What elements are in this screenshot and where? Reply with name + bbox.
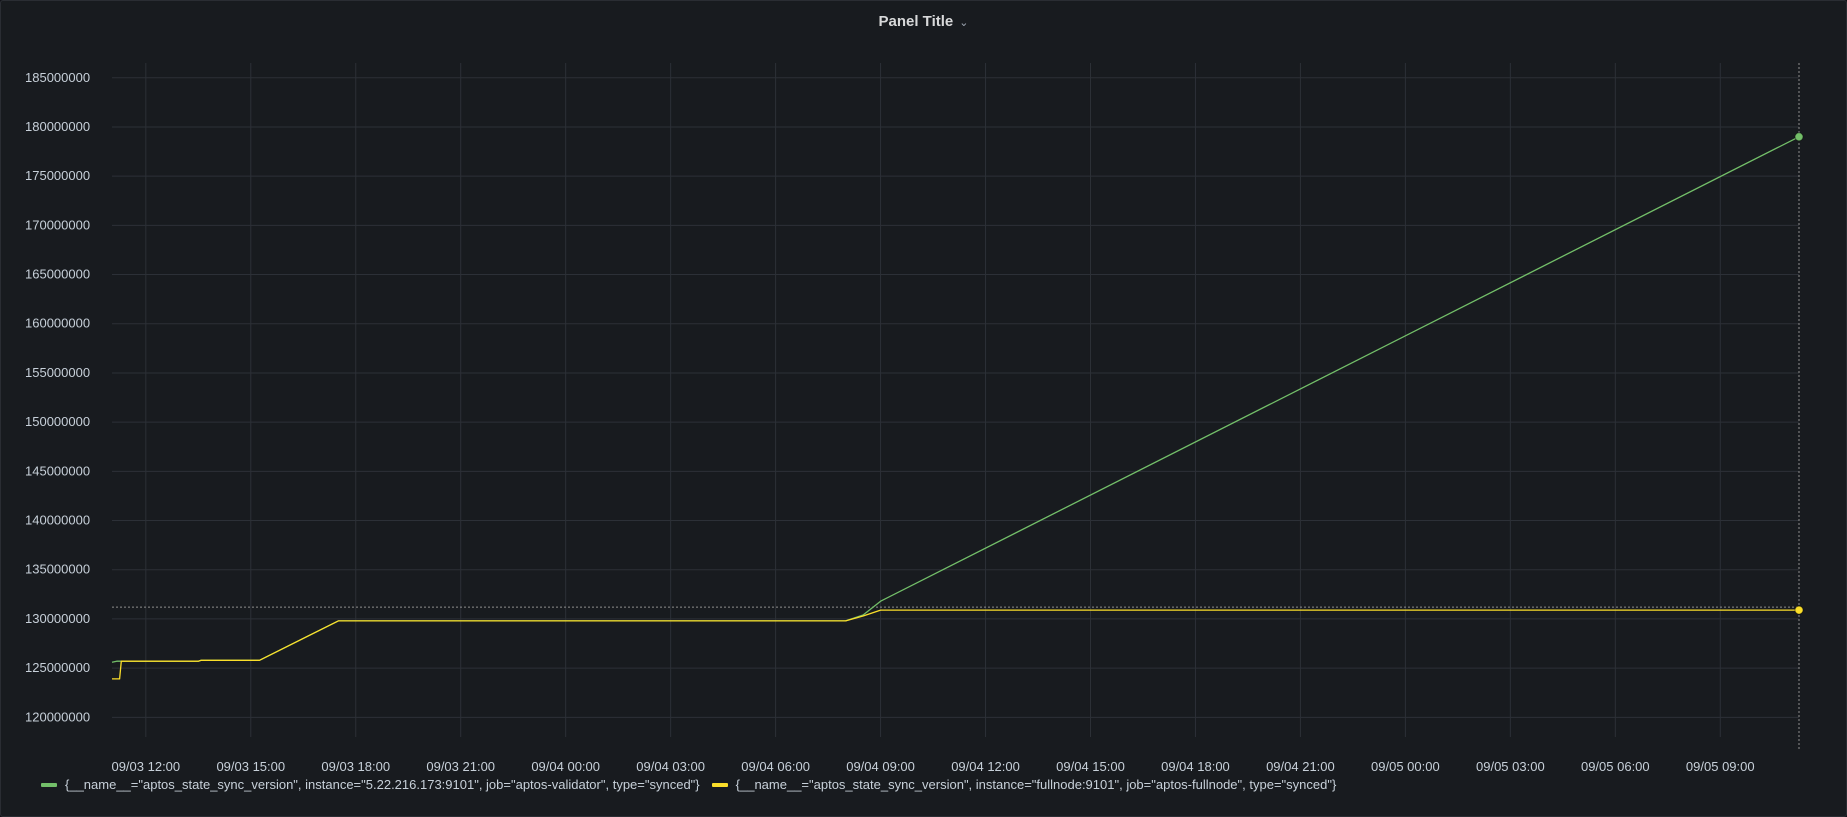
panel-title[interactable]: Panel Title <box>878 12 954 30</box>
y-tick-label: 130000000 <box>25 611 90 626</box>
y-tick-label: 170000000 <box>25 217 90 232</box>
x-tick-label: 09/04 06:00 <box>741 759 810 774</box>
x-tick-label: 09/04 18:00 <box>1161 759 1230 774</box>
x-tick-label: 09/04 12:00 <box>951 759 1020 774</box>
y-tick-label: 165000000 <box>25 267 90 282</box>
x-tick-label: 09/05 09:00 <box>1686 759 1755 774</box>
hover-point-fullnode[interactable] <box>1794 605 1804 615</box>
x-tick-label: 09/04 15:00 <box>1056 759 1125 774</box>
y-tick-label: 150000000 <box>25 414 90 429</box>
x-tick-label: 09/04 21:00 <box>1266 759 1335 774</box>
hover-point-validator[interactable] <box>1794 132 1804 142</box>
x-tick-label: 09/04 00:00 <box>531 759 600 774</box>
x-tick-label: 09/04 09:00 <box>846 759 915 774</box>
legend-label-validator[interactable]: {__name__="aptos_state_sync_version", in… <box>65 777 700 792</box>
y-tick-label: 180000000 <box>25 119 90 134</box>
legend: {__name__="aptos_state_sync_version", in… <box>41 777 1348 792</box>
y-tick-label: 125000000 <box>25 660 90 675</box>
y-tick-label: 135000000 <box>25 562 90 577</box>
y-tick-label: 185000000 <box>25 70 90 85</box>
y-axis: 120000000 125000000 130000000 135000000 1400… <box>25 70 90 725</box>
chevron-down-icon[interactable]: ⌄ <box>959 16 969 29</box>
x-tick-label: 09/03 21:00 <box>426 759 495 774</box>
x-tick-label: 09/03 18:00 <box>321 759 390 774</box>
series-lines <box>111 132 1804 680</box>
x-tick-label: 09/03 15:00 <box>216 759 285 774</box>
x-axis: 09/03 12:00 09/03 15:00 09/03 18:00 09/03 2… <box>111 759 1754 774</box>
y-tick-label: 120000000 <box>25 709 90 724</box>
y-tick-label: 175000000 <box>25 168 90 183</box>
y-tick-label: 140000000 <box>25 513 90 528</box>
legend-swatch-validator <box>41 782 57 787</box>
x-tick-label: 09/05 03:00 <box>1476 759 1545 774</box>
x-tick-label: 09/05 00:00 <box>1371 759 1440 774</box>
x-tick-label: 09/03 12:00 <box>111 759 180 774</box>
legend-label-fullnode[interactable]: {__name__="aptos_state_sync_version", in… <box>735 777 1337 792</box>
series-line-validator <box>111 136 1800 663</box>
series-line-fullnode <box>112 609 1799 680</box>
legend-item-fullnode[interactable]: {__name__="aptos_state_sync_version", in… <box>711 777 1337 792</box>
panel-header[interactable]: Panel Title ⌄ <box>1 1 1846 41</box>
grid-lines <box>112 63 1799 737</box>
y-tick-label: 145000000 <box>25 463 90 478</box>
y-tick-label: 160000000 <box>25 316 90 331</box>
x-tick-label: 09/04 03:00 <box>636 759 705 774</box>
y-tick-label: 155000000 <box>25 365 90 380</box>
hover-crosshair <box>112 63 1800 749</box>
legend-item-validator[interactable]: {__name__="aptos_state_sync_version", in… <box>41 777 700 792</box>
x-tick-label: 09/05 06:00 <box>1581 759 1650 774</box>
legend-swatch-fullnode <box>711 782 728 787</box>
